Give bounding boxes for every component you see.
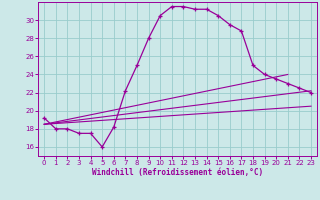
X-axis label: Windchill (Refroidissement éolien,°C): Windchill (Refroidissement éolien,°C) <box>92 168 263 177</box>
